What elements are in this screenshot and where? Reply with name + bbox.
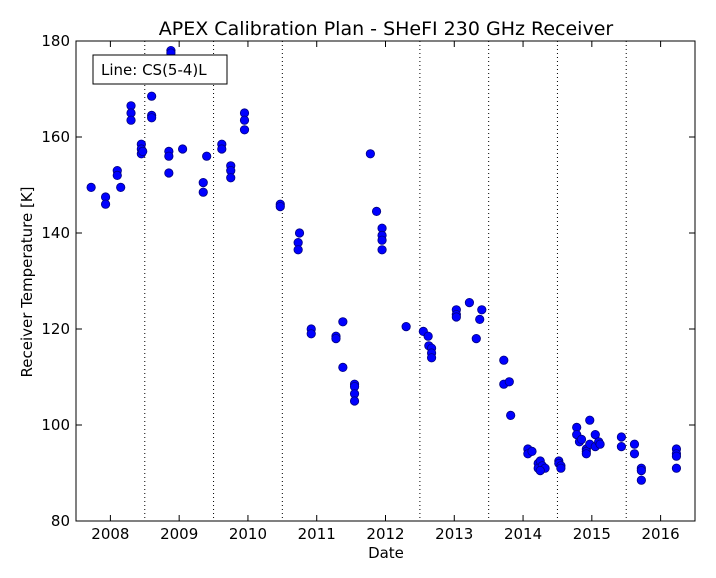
data-point bbox=[138, 146, 148, 156]
x-tick-label: 2015 bbox=[573, 525, 611, 543]
data-point bbox=[471, 333, 481, 344]
annotation-text: Line: CS(5-4)L bbox=[101, 61, 207, 79]
y-tick-label: 80 bbox=[51, 512, 70, 530]
y-axis-label: Receiver Temperature [K] bbox=[18, 187, 36, 378]
data-point bbox=[475, 314, 485, 324]
data-point bbox=[371, 206, 382, 216]
data-point bbox=[239, 115, 250, 125]
data-point bbox=[126, 115, 136, 125]
data-point bbox=[202, 151, 212, 161]
data-point bbox=[275, 202, 285, 212]
chart-title: APEX Calibration Plan - SHeFI 230 GHz Re… bbox=[159, 18, 614, 40]
data-point bbox=[294, 228, 305, 238]
data-point bbox=[527, 446, 537, 456]
data-point bbox=[671, 451, 682, 461]
plot-area: 2008 2009 2010 2011 2012 2013 2014 2015 2016 80 10… bbox=[41, 32, 696, 543]
x-tick-label: 2012 bbox=[366, 525, 404, 543]
data-point bbox=[293, 245, 303, 255]
data-point bbox=[198, 187, 208, 197]
data-point bbox=[116, 182, 126, 192]
x-tick-label: 2008 bbox=[91, 525, 129, 543]
y-tick-label: 140 bbox=[41, 224, 70, 242]
data-point bbox=[164, 168, 174, 178]
data-point bbox=[338, 317, 348, 327]
data-point bbox=[585, 415, 595, 425]
data-point bbox=[338, 362, 348, 372]
data-point bbox=[535, 465, 545, 476]
data-point bbox=[100, 199, 111, 209]
x-tick-label: 2013 bbox=[435, 525, 473, 543]
data-point bbox=[331, 333, 341, 344]
data-point bbox=[226, 173, 236, 183]
data-point bbox=[147, 91, 157, 101]
data-point bbox=[636, 475, 646, 485]
data-point bbox=[595, 439, 605, 449]
data-point bbox=[86, 182, 96, 192]
x-tick-label: 2014 bbox=[504, 525, 542, 543]
data-point bbox=[164, 151, 174, 161]
data-point bbox=[616, 441, 627, 452]
data-point bbox=[451, 312, 461, 322]
data-point bbox=[477, 305, 487, 315]
data-point bbox=[349, 396, 360, 406]
y-tick-label: 100 bbox=[41, 416, 70, 434]
data-point bbox=[426, 353, 437, 363]
data-point bbox=[178, 144, 188, 154]
data-point bbox=[576, 434, 587, 444]
data-point bbox=[401, 321, 411, 332]
y-tick-label: 160 bbox=[41, 128, 70, 146]
data-point bbox=[629, 439, 640, 449]
data-point bbox=[423, 331, 433, 341]
data-point bbox=[506, 410, 516, 420]
annotation-box bbox=[92, 54, 228, 85]
data-point bbox=[504, 377, 514, 387]
data-point bbox=[239, 125, 250, 135]
data-point bbox=[147, 113, 157, 123]
x-tick-label: 2011 bbox=[298, 525, 336, 543]
x-axis-label: Date bbox=[368, 544, 404, 562]
x-tick-label: 2016 bbox=[642, 525, 680, 543]
data-point bbox=[499, 355, 509, 365]
legend-box: Line: CS(5-4)L bbox=[92, 54, 228, 85]
data-point bbox=[464, 297, 475, 308]
data-point bbox=[377, 235, 387, 245]
x-tick-label: 2010 bbox=[229, 525, 267, 543]
data-point bbox=[306, 329, 316, 339]
y-tick-label: 120 bbox=[41, 320, 70, 338]
y-tick-label: 180 bbox=[41, 32, 70, 50]
data-point bbox=[556, 463, 566, 473]
data-point bbox=[636, 465, 646, 476]
data-point bbox=[217, 144, 227, 154]
data-point bbox=[616, 432, 627, 442]
data-point bbox=[198, 178, 208, 188]
data-point bbox=[671, 463, 682, 473]
data-point bbox=[629, 449, 640, 459]
data-point bbox=[377, 245, 387, 255]
data-point bbox=[365, 149, 375, 159]
data-point bbox=[112, 170, 122, 180]
data-point bbox=[581, 449, 591, 459]
x-tick-label: 2009 bbox=[160, 525, 198, 543]
